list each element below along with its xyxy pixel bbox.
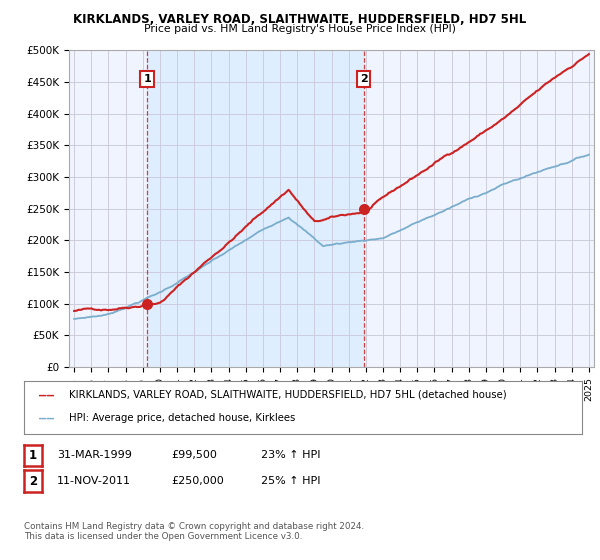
- Text: £99,500: £99,500: [171, 450, 217, 460]
- Text: 2: 2: [360, 74, 368, 84]
- Text: 23% ↑ HPI: 23% ↑ HPI: [261, 450, 320, 460]
- Text: ——: ——: [39, 388, 54, 402]
- Text: 11-NOV-2011: 11-NOV-2011: [57, 476, 131, 486]
- Text: 25% ↑ HPI: 25% ↑ HPI: [261, 476, 320, 486]
- Bar: [147, 50, 364, 367]
- Text: HPI: Average price, detached house, Kirklees: HPI: Average price, detached house, Kirk…: [69, 413, 295, 423]
- Text: 1: 1: [143, 74, 151, 84]
- Text: Contains HM Land Registry data © Crown copyright and database right 2024.
This d: Contains HM Land Registry data © Crown c…: [24, 522, 364, 542]
- Text: £250,000: £250,000: [171, 476, 224, 486]
- Text: 2: 2: [29, 474, 37, 488]
- Text: 31-MAR-1999: 31-MAR-1999: [57, 450, 132, 460]
- Text: Price paid vs. HM Land Registry's House Price Index (HPI): Price paid vs. HM Land Registry's House …: [144, 24, 456, 34]
- Text: KIRKLANDS, VARLEY ROAD, SLAITHWAITE, HUDDERSFIELD, HD7 5HL (detached house): KIRKLANDS, VARLEY ROAD, SLAITHWAITE, HUD…: [69, 390, 507, 400]
- Text: 1: 1: [29, 449, 37, 462]
- Text: ——: ——: [39, 412, 54, 425]
- Text: KIRKLANDS, VARLEY ROAD, SLAITHWAITE, HUDDERSFIELD, HD7 5HL: KIRKLANDS, VARLEY ROAD, SLAITHWAITE, HUD…: [73, 13, 527, 26]
